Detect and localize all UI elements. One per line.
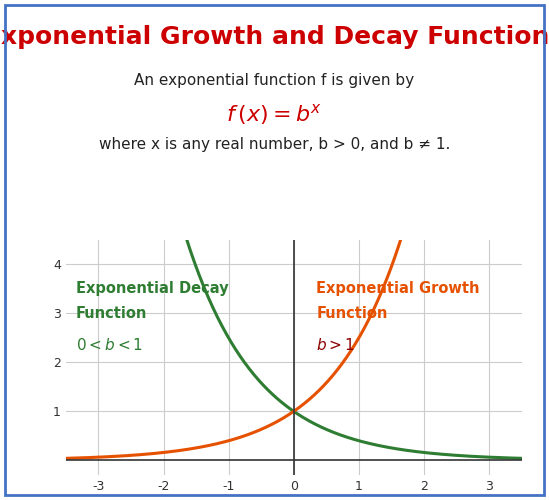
Text: $b > 1$: $b > 1$ — [316, 338, 355, 353]
Text: An exponential function f is given by: An exponential function f is given by — [135, 72, 414, 88]
Text: Function: Function — [76, 306, 147, 321]
Text: $0 < b < 1$: $0 < b < 1$ — [76, 338, 143, 353]
Text: Exponential Growth and Decay Functions: Exponential Growth and Decay Functions — [0, 25, 549, 49]
Text: where x is any real number, b > 0, and b ≠ 1.: where x is any real number, b > 0, and b… — [99, 138, 450, 152]
Text: Function: Function — [316, 306, 388, 321]
Text: Exponential Decay: Exponential Decay — [76, 282, 228, 296]
Text: Exponential Growth: Exponential Growth — [316, 282, 480, 296]
Text: $f\,(x) = b^x$: $f\,(x) = b^x$ — [226, 102, 323, 128]
